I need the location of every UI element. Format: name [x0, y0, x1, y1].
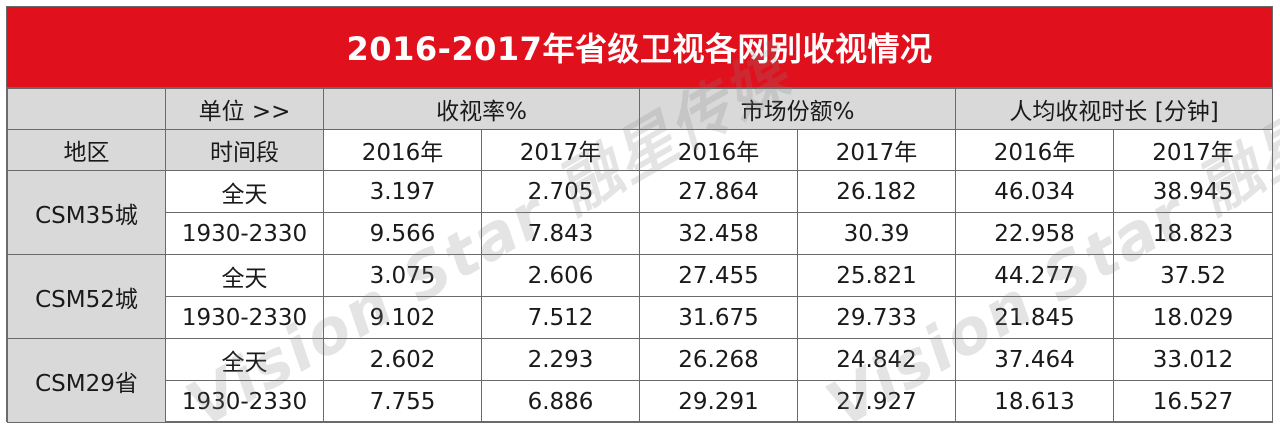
value-cell: 21.845 [956, 297, 1114, 339]
value-cell: 2.602 [324, 339, 482, 381]
year-header: 2016年 [956, 130, 1114, 171]
unit-label: 单位 >> [166, 89, 324, 130]
value-cell: 7.843 [482, 213, 640, 255]
value-cell: 22.958 [956, 213, 1114, 255]
value-cell: 37.464 [956, 339, 1114, 381]
value-cell: 9.102 [324, 297, 482, 339]
year-header: 2017年 [798, 130, 956, 171]
region-name: CSM35城 [8, 171, 166, 255]
period-cell: 1930-2330 [166, 297, 324, 339]
year-header: 2016年 [324, 130, 482, 171]
table-row: CSM29省 全天 2.602 2.293 26.268 24.842 37.4… [8, 339, 1273, 381]
header-corner [8, 89, 166, 130]
period-cell: 1930-2330 [166, 381, 324, 423]
value-cell: 30.39 [798, 213, 956, 255]
value-cell: 33.012 [1114, 339, 1273, 381]
period-label: 时间段 [166, 130, 324, 171]
value-cell: 3.197 [324, 171, 482, 213]
year-header: 2016年 [640, 130, 798, 171]
value-cell: 25.821 [798, 255, 956, 297]
value-cell: 16.527 [1114, 381, 1273, 423]
table-row: 1930-2330 9.102 7.512 31.675 29.733 21.8… [8, 297, 1273, 339]
value-cell: 27.864 [640, 171, 798, 213]
value-cell: 44.277 [956, 255, 1114, 297]
value-cell: 2.293 [482, 339, 640, 381]
value-cell: 3.075 [324, 255, 482, 297]
value-cell: 24.842 [798, 339, 956, 381]
period-cell: 1930-2330 [166, 213, 324, 255]
value-cell: 37.52 [1114, 255, 1273, 297]
group-header-share: 市场份额% [640, 89, 956, 130]
value-cell: 18.613 [956, 381, 1114, 423]
header-row-1: 单位 >> 收视率% 市场份额% 人均收视时长 [分钟] [8, 89, 1273, 130]
value-cell: 2.705 [482, 171, 640, 213]
table-row: CSM52城 全天 3.075 2.606 27.455 25.821 44.2… [8, 255, 1273, 297]
value-cell: 26.182 [798, 171, 956, 213]
year-header: 2017年 [1114, 130, 1273, 171]
period-cell: 全天 [166, 171, 324, 213]
table-row: 1930-2330 9.566 7.843 32.458 30.39 22.95… [8, 213, 1273, 255]
value-cell: 2.606 [482, 255, 640, 297]
value-cell: 38.945 [1114, 171, 1273, 213]
value-cell: 29.733 [798, 297, 956, 339]
period-cell: 全天 [166, 255, 324, 297]
region-name: CSM52城 [8, 255, 166, 339]
year-header: 2017年 [482, 130, 640, 171]
value-cell: 27.455 [640, 255, 798, 297]
table-row: CSM35城 全天 3.197 2.705 27.864 26.182 46.0… [8, 171, 1273, 213]
value-cell: 31.675 [640, 297, 798, 339]
data-table-frame: 2016-2017年省级卫视各网别收视情况 单位 >> 收视率% 市场份额% 人… [6, 6, 1273, 422]
value-cell: 18.823 [1114, 213, 1273, 255]
region-name: CSM29省 [8, 339, 166, 423]
value-cell: 26.268 [640, 339, 798, 381]
header-row-2: 地区 时间段 2016年 2017年 2016年 2017年 2016年 201… [8, 130, 1273, 171]
table-title: 2016-2017年省级卫视各网别收视情况 [7, 7, 1272, 88]
value-cell: 18.029 [1114, 297, 1273, 339]
group-header-rating: 收视率% [324, 89, 640, 130]
period-cell: 全天 [166, 339, 324, 381]
ratings-table: 单位 >> 收视率% 市场份额% 人均收视时长 [分钟] 地区 时间段 2016… [7, 88, 1273, 423]
group-header-time: 人均收视时长 [分钟] [956, 89, 1273, 130]
value-cell: 7.755 [324, 381, 482, 423]
table-row: 1930-2330 7.755 6.886 29.291 27.927 18.6… [8, 381, 1273, 423]
region-label: 地区 [8, 130, 166, 171]
value-cell: 6.886 [482, 381, 640, 423]
value-cell: 9.566 [324, 213, 482, 255]
value-cell: 29.291 [640, 381, 798, 423]
value-cell: 7.512 [482, 297, 640, 339]
value-cell: 27.927 [798, 381, 956, 423]
value-cell: 32.458 [640, 213, 798, 255]
value-cell: 46.034 [956, 171, 1114, 213]
